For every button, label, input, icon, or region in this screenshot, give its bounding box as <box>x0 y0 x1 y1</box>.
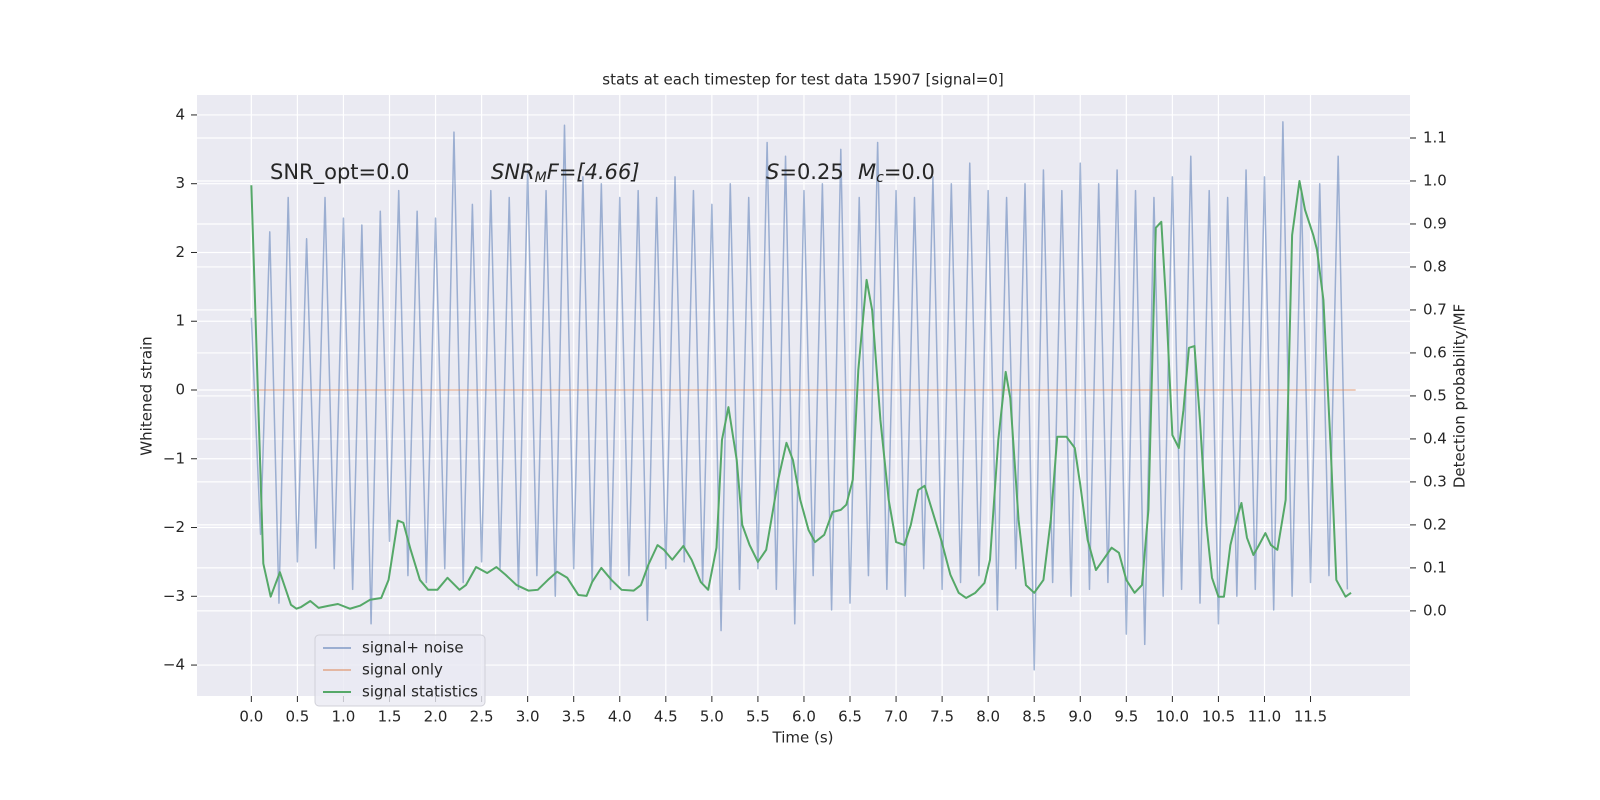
x-tick-label: 5.0 <box>700 708 724 726</box>
x-tick-label: 6.5 <box>838 708 862 726</box>
y-tick-label: −2 <box>163 518 185 536</box>
legend-label: signal statistics <box>362 683 478 701</box>
chart-title: stats at each timestep for test data 159… <box>602 71 1003 89</box>
x-tick-label: 0.0 <box>239 708 263 726</box>
series-line <box>250 121 1349 671</box>
y-tick-label: −1 <box>163 449 185 467</box>
y2-tick-label: 0.8 <box>1423 257 1447 275</box>
y-tick-label: 0 <box>175 380 185 398</box>
y2-tick-label: 0.5 <box>1423 386 1447 404</box>
series-line <box>250 179 1352 610</box>
x-tick-label: 8.0 <box>976 708 1000 726</box>
y-tick-label: −3 <box>163 587 185 605</box>
y-tick-label: 3 <box>175 174 185 192</box>
y2-tick-label: 1.1 <box>1423 128 1447 146</box>
x-tick-label: 7.5 <box>930 708 954 726</box>
y2-tick-label: 0.0 <box>1423 601 1447 619</box>
y2-tick-label: 0.3 <box>1423 472 1447 490</box>
x-tick-label: 11.5 <box>1294 708 1327 726</box>
y2-tick-label: 0.4 <box>1423 429 1447 447</box>
y2-tick-label: 1.0 <box>1423 171 1447 189</box>
x-tick-label: 8.5 <box>1022 708 1046 726</box>
x-tick-label: 10.5 <box>1202 708 1235 726</box>
y2-tick-label: 0.7 <box>1423 300 1447 318</box>
x-tick-label: 9.0 <box>1068 708 1092 726</box>
legend-label: signal only <box>362 661 443 679</box>
y-axis-label: Whitened strain <box>138 336 156 455</box>
x-tick-label: 7.0 <box>884 708 908 726</box>
legend-label: signal+ noise <box>362 639 464 657</box>
x-tick-label: 4.5 <box>654 708 678 726</box>
marks <box>250 121 1356 671</box>
x-tick-label: 11.0 <box>1248 708 1281 726</box>
x-tick-label: 6.0 <box>792 708 816 726</box>
y2-tick-label: 0.2 <box>1423 515 1447 533</box>
ticks: 0.0 0.5 1.0 1.5 2.0 2.5 3.0 3.5 4.0 4.5 5.0 5.5 6.0 6… <box>163 105 1447 725</box>
x-tick-label: 0.5 <box>285 708 309 726</box>
annotation: SNRMF=[4.66] <box>491 160 640 186</box>
y-tick-label: −4 <box>163 656 185 674</box>
annotation: Mc=0.0 <box>858 160 935 186</box>
x-tick-label: 4.0 <box>608 708 632 726</box>
annotation: S=0.25 <box>766 160 844 184</box>
y2-tick-label: 0.9 <box>1423 214 1447 232</box>
x-tick-label: 9.5 <box>1114 708 1138 726</box>
x-tick-label: 3.5 <box>562 708 586 726</box>
x-tick-label: 1.5 <box>378 708 402 726</box>
x-tick-label: 10.0 <box>1156 708 1189 726</box>
y-tick-label: 1 <box>175 312 185 330</box>
x-tick-label: 2.0 <box>424 708 448 726</box>
x-tick-label: 2.5 <box>470 708 494 726</box>
y-tick-label: 4 <box>175 105 185 123</box>
x-tick-label: 1.0 <box>332 708 356 726</box>
annotation: SNR_opt=0.0 <box>270 160 410 185</box>
legend-box <box>314 634 486 707</box>
legend: signal+ noise signal only signal statistic… <box>314 634 486 707</box>
y2-axis-label: Detection probability/MF <box>1451 304 1469 488</box>
y2-tick-label: 0.1 <box>1423 558 1447 576</box>
x-tick-label: 3.0 <box>516 708 540 726</box>
y2-tick-label: 0.6 <box>1423 343 1447 361</box>
x-tick-label: 5.5 <box>746 708 770 726</box>
x-axis-label: Time (s) <box>772 729 834 747</box>
y-tick-label: 2 <box>175 243 185 261</box>
